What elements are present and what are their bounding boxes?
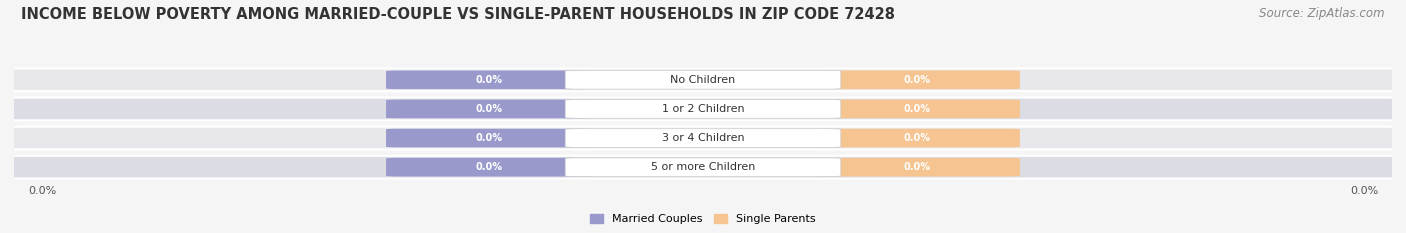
Text: No Children: No Children	[671, 75, 735, 85]
FancyBboxPatch shape	[813, 100, 1019, 118]
FancyBboxPatch shape	[565, 129, 841, 147]
Legend: Married Couples, Single Parents: Married Couples, Single Parents	[586, 209, 820, 229]
FancyBboxPatch shape	[387, 129, 593, 147]
Text: INCOME BELOW POVERTY AMONG MARRIED-COUPLE VS SINGLE-PARENT HOUSEHOLDS IN ZIP COD: INCOME BELOW POVERTY AMONG MARRIED-COUPL…	[21, 7, 896, 22]
Text: 0.0%: 0.0%	[903, 133, 931, 143]
FancyBboxPatch shape	[387, 100, 593, 118]
FancyBboxPatch shape	[387, 71, 593, 89]
Text: 0.0%: 0.0%	[475, 104, 503, 114]
Text: Source: ZipAtlas.com: Source: ZipAtlas.com	[1260, 7, 1385, 20]
Text: 0.0%: 0.0%	[475, 162, 503, 172]
FancyBboxPatch shape	[0, 156, 1406, 178]
FancyBboxPatch shape	[565, 100, 841, 118]
Text: 0.0%: 0.0%	[28, 186, 56, 196]
Text: 5 or more Children: 5 or more Children	[651, 162, 755, 172]
FancyBboxPatch shape	[0, 69, 1406, 91]
Text: 3 or 4 Children: 3 or 4 Children	[662, 133, 744, 143]
FancyBboxPatch shape	[565, 158, 841, 177]
FancyBboxPatch shape	[813, 129, 1019, 147]
Text: 0.0%: 0.0%	[475, 75, 503, 85]
Text: 0.0%: 0.0%	[903, 104, 931, 114]
Text: 0.0%: 0.0%	[1350, 186, 1378, 196]
FancyBboxPatch shape	[813, 158, 1019, 177]
Text: 1 or 2 Children: 1 or 2 Children	[662, 104, 744, 114]
FancyBboxPatch shape	[0, 127, 1406, 149]
FancyBboxPatch shape	[813, 71, 1019, 89]
FancyBboxPatch shape	[0, 98, 1406, 120]
FancyBboxPatch shape	[387, 158, 593, 177]
Text: 0.0%: 0.0%	[903, 75, 931, 85]
FancyBboxPatch shape	[565, 71, 841, 89]
Text: 0.0%: 0.0%	[903, 162, 931, 172]
Text: 0.0%: 0.0%	[475, 133, 503, 143]
